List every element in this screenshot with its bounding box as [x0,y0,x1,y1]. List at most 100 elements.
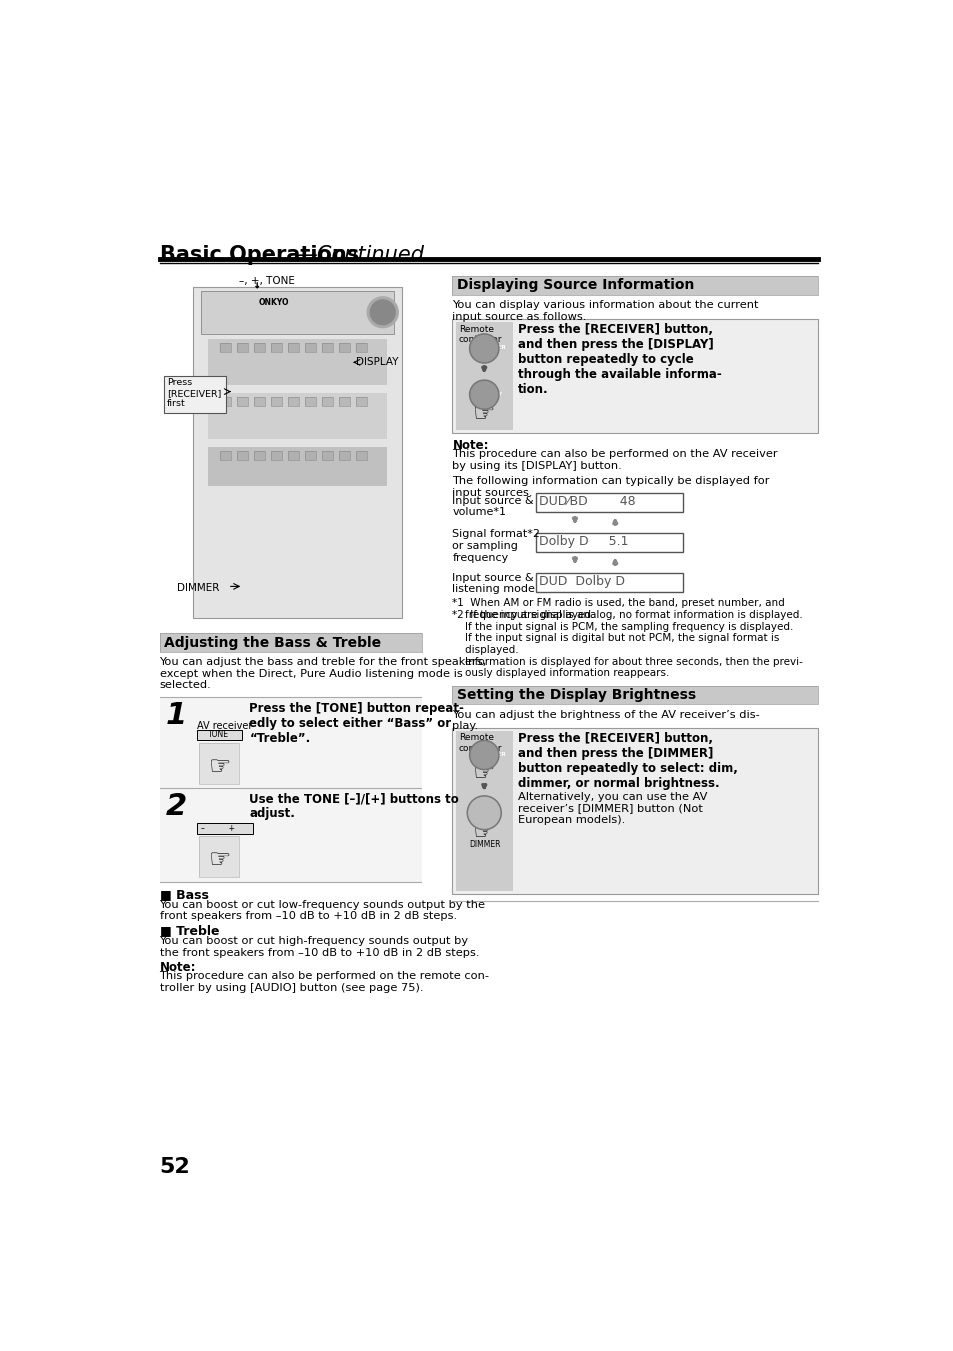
Bar [220,343,231,353]
Bar [356,397,367,407]
Text: *1  When AM or FM radio is used, the band, preset number, and
    frequency are : *1 When AM or FM radio is used, the band… [452,598,784,620]
Bar [305,397,315,407]
Bar [271,343,282,353]
Bar [322,343,333,353]
Bar [339,397,350,407]
Bar [236,397,248,407]
Text: TONE: TONE [208,731,229,739]
Bar [356,451,367,461]
Bar [253,451,265,461]
Bar [236,451,248,461]
Bar [196,730,241,740]
Text: ☞: ☞ [209,848,232,873]
Bar [339,451,350,461]
Text: You can boost or cut high-frequency sounds output by
the front speakers from –10: You can boost or cut high-frequency soun… [159,936,478,958]
Bar [322,451,333,461]
Bar [339,451,350,461]
Text: Basic Operations: Basic Operations [159,246,358,265]
Bar [253,397,265,407]
Text: This procedure can also be performed on the AV receiver
by using its [DISPLAY] b: This procedure can also be performed on … [452,450,778,471]
Bar [322,451,333,461]
Circle shape [469,334,498,363]
Bar [305,343,315,353]
Bar [208,393,386,439]
Bar [159,697,421,788]
Text: Remote
controller: Remote controller [458,734,501,753]
Circle shape [370,300,395,324]
Text: Input source &
listening mode: Input source & listening mode [452,573,535,594]
Text: —Continued: —Continued [295,246,423,265]
Text: You can adjust the bass and treble for the front speakers,
except when the Direc: You can adjust the bass and treble for t… [159,657,486,690]
Bar [356,397,367,407]
Bar [339,397,350,407]
Text: You can display various information about the current
input source as follows.: You can display various information abou… [452,300,759,322]
Bar [288,343,298,353]
Bar [339,343,350,353]
Bar [193,286,402,617]
Bar [356,343,367,353]
Circle shape [467,796,500,830]
Text: DISPLAY: DISPLAY [355,357,397,367]
Bar [220,397,231,407]
Bar [236,343,248,353]
Bar [193,286,402,617]
Bar [164,376,226,413]
Text: The following information can typically be displayed for
input sources.: The following information can typically … [452,477,769,499]
Bar [220,451,231,461]
Bar [305,397,315,407]
Bar [339,343,350,353]
Text: AV receiver: AV receiver [196,721,252,731]
Text: Remote
controller: Remote controller [458,324,501,345]
Text: You can boost or cut low-frequency sounds output by the
front speakers from –10 : You can boost or cut low-frequency sound… [159,900,485,921]
Bar [253,397,265,407]
Text: *2  If the input signal is analog, no format information is displayed.
    If th: *2 If the input signal is analog, no for… [452,611,802,678]
Text: Note:: Note: [159,962,196,974]
Text: You can adjust the brightness of the AV receiver’s dis-
play.: You can adjust the brightness of the AV … [452,709,760,731]
Bar [288,397,298,407]
Text: DUD  Dolby D: DUD Dolby D [538,574,624,588]
Bar [253,343,265,353]
Bar [199,836,239,877]
Text: 52: 52 [159,1156,190,1177]
Bar [196,823,253,834]
Bar [456,731,513,890]
Bar [271,451,282,461]
Text: Dolby D     5.1: Dolby D 5.1 [538,535,628,547]
Text: Setting the Display Brightness: Setting the Display Brightness [456,688,696,703]
Text: DISPLAY: DISPLAY [476,392,502,397]
Text: Signal format*2
or sampling
frequency: Signal format*2 or sampling frequency [452,530,540,562]
Circle shape [367,297,397,328]
Circle shape [469,380,498,409]
Text: RECEIVER: RECEIVER [474,346,505,350]
Text: Note:: Note: [452,439,489,453]
Text: DUD⁄BD        48: DUD⁄BD 48 [538,494,636,508]
Bar [220,343,231,353]
Bar [356,451,367,461]
Bar [322,397,333,407]
Bar [271,451,282,461]
Bar [253,451,265,461]
Circle shape [471,742,497,769]
Bar [536,573,682,592]
Bar [536,534,682,551]
Bar [208,447,386,485]
Bar [452,276,818,295]
Bar [236,451,248,461]
Bar [452,686,818,704]
Bar [159,788,421,882]
Text: ☞: ☞ [472,403,495,427]
Bar [196,823,253,834]
Circle shape [471,335,497,362]
Bar [452,276,818,295]
Bar [164,376,226,413]
Bar [253,343,265,353]
Text: Press
[RECEIVER]
first: Press [RECEIVER] first [167,378,221,408]
Text: Use the TONE [–]/[+] buttons to
adjust.: Use the TONE [–]/[+] buttons to adjust. [249,792,458,820]
Bar [220,397,231,407]
Bar [305,451,315,461]
Text: Displaying Source Information: Displaying Source Information [456,278,694,292]
Bar [200,292,394,334]
Bar [452,728,818,893]
Text: 2: 2 [166,792,187,821]
Text: Adjusting the Bass & Treble: Adjusting the Bass & Treble [164,636,381,650]
